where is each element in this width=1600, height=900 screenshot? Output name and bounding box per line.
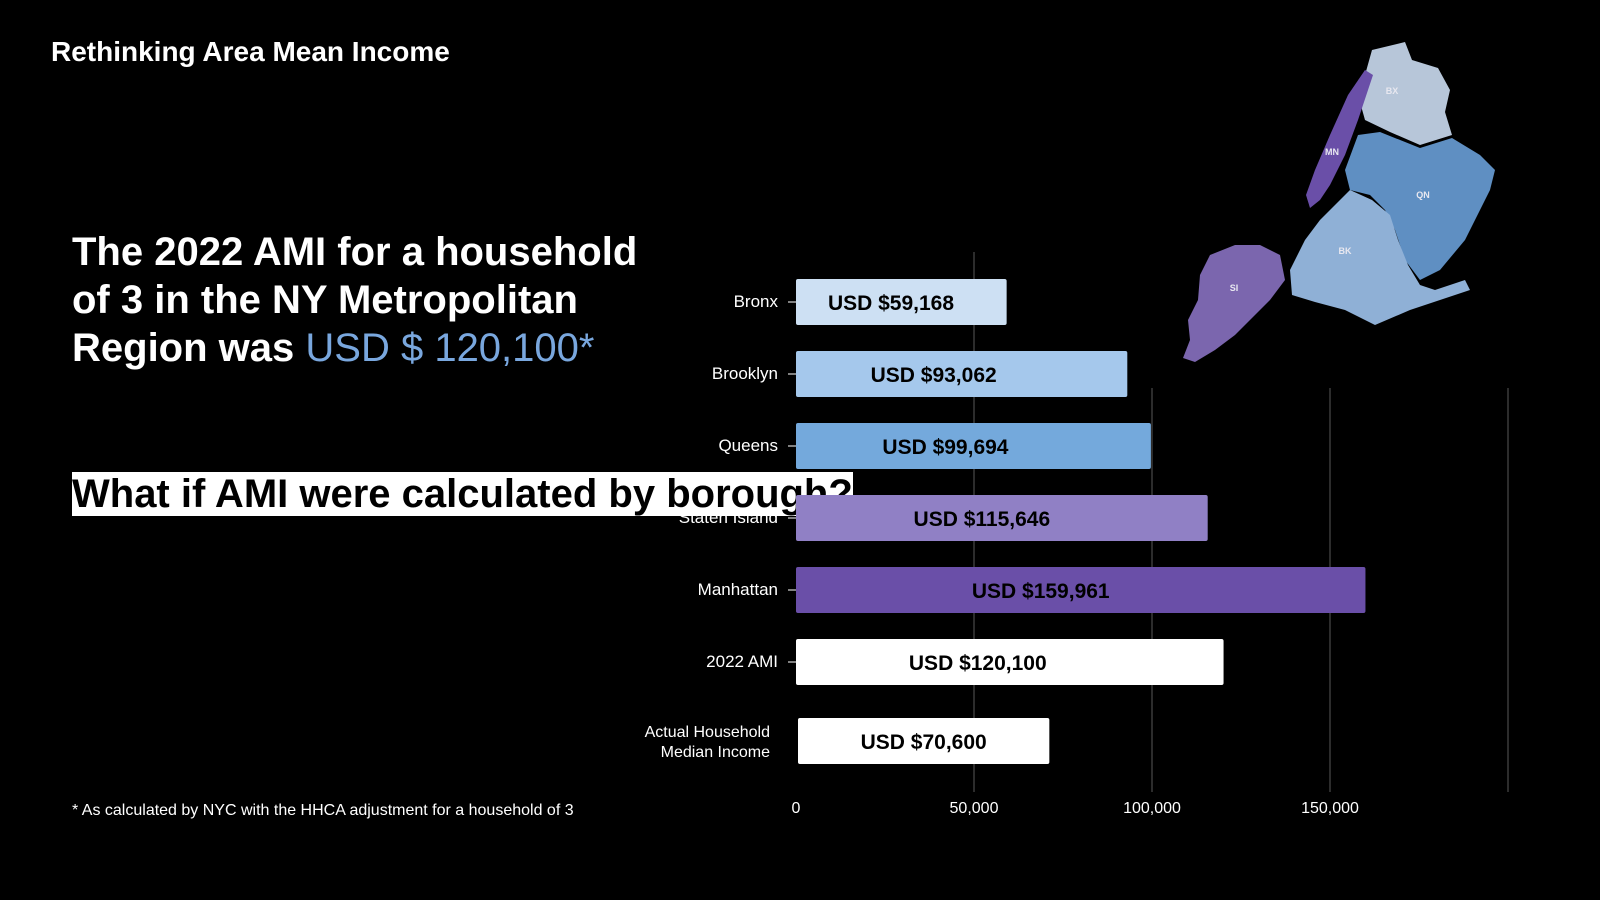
category-label: Actual Household Median Income [645,724,771,761]
category-label: Brooklyn [712,364,778,383]
headline-text: The 2022 AMI for a household of 3 in the… [72,230,638,370]
bar [796,639,1224,685]
bar [796,567,1366,613]
map-brooklyn [1290,190,1470,325]
bar [796,495,1208,541]
category-label: Staten Island [679,508,778,527]
bar-value-label: USD $99,694 [882,436,1008,459]
bar-value-label: USD $59,168 [828,292,954,315]
map-label-bronx: BX [1386,86,1399,96]
bar [796,351,1128,397]
map-bronx [1358,42,1452,145]
page-title: Rethinking Area Mean Income [51,36,450,67]
question-text: What if AMI were calculated by borough? [72,472,853,516]
bar-value-label: USD $115,646 [914,508,1051,531]
headline: The 2022 AMI for a household of 3 in the… [72,228,652,372]
ami-bar-chart: 0 50,000 100,000 150,000 Bronx USD $59,168 Bro… [600,230,1600,850]
map-manhattan [1306,70,1373,208]
footnote: * As calculated by NYC with the HHCA adj… [72,802,574,819]
category-label: Bronx [734,292,779,311]
bar [796,279,1007,325]
x-tick-label: 0 [792,800,801,817]
map-label-staten-island: SI [1230,283,1239,293]
bar-value-label: USD $159,961 [972,580,1110,603]
x-tick-label: 100,000 [1123,800,1181,817]
bar [798,718,1050,764]
map-queens [1345,132,1495,280]
bar-value-label: USD $70,600 [861,731,987,754]
ami-bar-chart-svg: 0 50,000 100,000 150,000 Bronx USD $59,168 Bro… [645,252,1509,817]
bar [796,423,1151,469]
map-label-manhattan: MN [1325,147,1339,157]
category-label: Queens [718,436,778,455]
bar-value-label: USD $120,100 [909,652,1047,675]
x-tick-label: 50,000 [950,800,999,817]
bar-value-label: USD $93,062 [871,364,997,387]
map-label-brooklyn: BK [1339,246,1352,256]
x-tick-label: 150,000 [1301,800,1359,817]
map-staten-island [1183,245,1285,362]
headline-ami-value: USD $ 120,100* [305,326,595,370]
map-label-queens: QN [1416,190,1430,200]
nyc-borough-map: BX MN QN BK SI [1180,40,1535,370]
category-label: Manhattan [698,580,778,599]
category-label: 2022 AMI [706,652,778,671]
question-callout: What if AMI were calculated by borough? [72,470,853,518]
